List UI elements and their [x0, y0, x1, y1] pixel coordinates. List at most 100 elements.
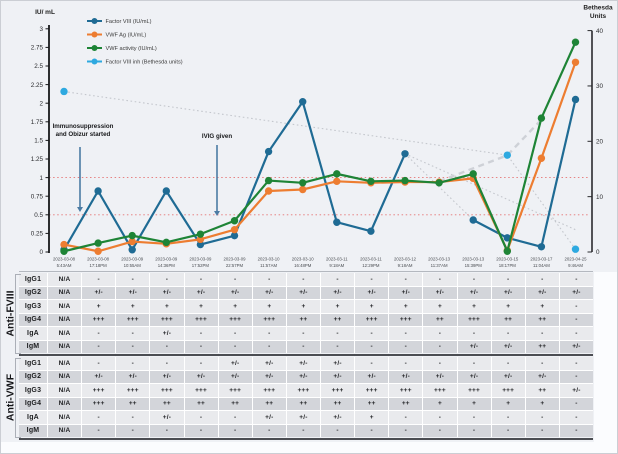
- x-axis-label: 2023-03-13 11:37AM: [428, 257, 451, 269]
- table-cell: -: [321, 327, 355, 340]
- x-axis-label: 2023-03-08 17:18PM: [87, 257, 110, 269]
- anti-vwf-group-label: Anti-VWF: [4, 373, 17, 422]
- table-cell: -: [389, 340, 423, 353]
- table-cell: +++: [82, 397, 116, 410]
- table-cell: -: [423, 327, 457, 340]
- table-cell: -: [150, 424, 184, 437]
- table-cell: N/A: [48, 327, 82, 340]
- left-tick-label: 0.25: [31, 231, 44, 238]
- table-cell: +/-: [150, 327, 184, 340]
- table-cell: ++: [525, 313, 559, 326]
- x-axis-label: 2023-03-11 9:18AM: [326, 257, 348, 269]
- row-label: IgA: [19, 411, 47, 424]
- left-tick-label: 1: [39, 175, 43, 182]
- table-cell: -: [525, 424, 559, 437]
- table-cell: -: [389, 273, 423, 286]
- table-cell: +++: [457, 313, 491, 326]
- guide-line: [438, 118, 543, 183]
- table-cell: -: [116, 340, 150, 353]
- left-tick-label: 3: [39, 26, 43, 33]
- data-point: [60, 247, 68, 255]
- table-cell: -: [525, 411, 559, 424]
- table-cell: +/-: [150, 411, 184, 424]
- x-axis-label: 2023-03-09 10:55AM: [121, 257, 144, 269]
- left-tick-label: 1.25: [31, 156, 44, 163]
- x-axis-label: 2023-04-25 9:46AM: [565, 257, 588, 269]
- table-cell: +: [252, 300, 286, 313]
- table-cell: N/A: [48, 340, 82, 353]
- group-divider: [19, 354, 593, 356]
- table-cell: +: [82, 300, 116, 313]
- table-cell: ++: [389, 397, 423, 410]
- row-label: IgG4: [19, 313, 47, 326]
- table-cell: -: [525, 327, 559, 340]
- data-point: [128, 237, 136, 246]
- table-cell: -: [355, 340, 389, 353]
- legend-item: VWF activity (IU/mL): [87, 45, 157, 52]
- table-cell: +++: [389, 384, 423, 397]
- table-cell: ++: [525, 384, 559, 397]
- table-cell: -: [252, 424, 286, 437]
- row-label: IgG2: [19, 370, 47, 383]
- table-cell: +/-: [389, 370, 423, 383]
- table-cell: +: [355, 411, 389, 424]
- guide-line: [404, 153, 474, 221]
- table-cell: ++: [491, 313, 525, 326]
- table-cell: -: [150, 273, 184, 286]
- data-point: [299, 179, 307, 187]
- lab-values-chart: 3 2.75 2.5 2.25 2 1.75 1.5 1.25 1 0.75 0.5 0.25 0 IU/…: [31, 5, 613, 269]
- series-0-line: [62, 98, 577, 251]
- data-point: [60, 240, 68, 249]
- data-point: [128, 231, 136, 240]
- table-cell: N/A: [48, 300, 82, 313]
- table-cell: -: [525, 273, 559, 286]
- table-cell: +: [116, 300, 150, 313]
- left-tick-label: 2: [39, 100, 43, 107]
- right-margin: [594, 272, 617, 442]
- x-axis-label: 2023-03-15 18:17PM: [496, 257, 519, 269]
- table-cell: +++: [252, 313, 286, 326]
- right-tick-label: 30: [596, 83, 604, 90]
- data-point: [469, 170, 477, 178]
- table-cell: +++: [355, 384, 389, 397]
- table-cell: +/-: [218, 370, 252, 383]
- table-cell: +++: [389, 313, 423, 326]
- row-label: IgG3: [19, 384, 47, 397]
- table-cell: +/-: [491, 286, 525, 299]
- table-cell: +++: [218, 384, 252, 397]
- row-label: IgM: [19, 424, 47, 437]
- series-0-markers: [60, 95, 580, 254]
- table-cell: +: [355, 300, 389, 313]
- table-cell: +/-: [252, 286, 286, 299]
- table-cell: -: [423, 357, 457, 370]
- legend-label: VWF Ag (IU/mL): [106, 33, 147, 39]
- table-cell: +: [525, 300, 559, 313]
- data-point: [401, 176, 409, 185]
- table-cell: N/A: [48, 384, 82, 397]
- table-cell: N/A: [48, 313, 82, 326]
- right-tick-label: 20: [596, 139, 604, 146]
- bottom-margin: [1, 442, 617, 453]
- row-label: IgG4: [19, 397, 47, 410]
- data-point: [537, 243, 546, 251]
- legend-item: Factor VIII (IU/mL): [87, 18, 152, 25]
- annotation-arrowhead: [214, 211, 220, 216]
- table-cell: +/-: [286, 357, 320, 370]
- annotation-arrowhead: [77, 207, 83, 212]
- table-cell: ++: [218, 397, 252, 410]
- left-tick-label: 0: [39, 249, 43, 256]
- table-cell: -: [82, 273, 116, 286]
- table-cell: +++: [82, 384, 116, 397]
- data-point: [230, 225, 239, 234]
- table-cell: N/A: [48, 397, 82, 410]
- data-point: [537, 154, 546, 162]
- table-cell: +: [491, 300, 525, 313]
- table-cell: +/-: [150, 370, 184, 383]
- table-cell: -: [286, 340, 320, 353]
- table-cell: -: [218, 327, 252, 340]
- table-cell: +/-: [150, 286, 184, 299]
- table-cell: +/-: [491, 340, 525, 353]
- table-cell: +++: [150, 313, 184, 326]
- table-top-rule: [19, 271, 593, 272]
- table-cell: -: [389, 424, 423, 437]
